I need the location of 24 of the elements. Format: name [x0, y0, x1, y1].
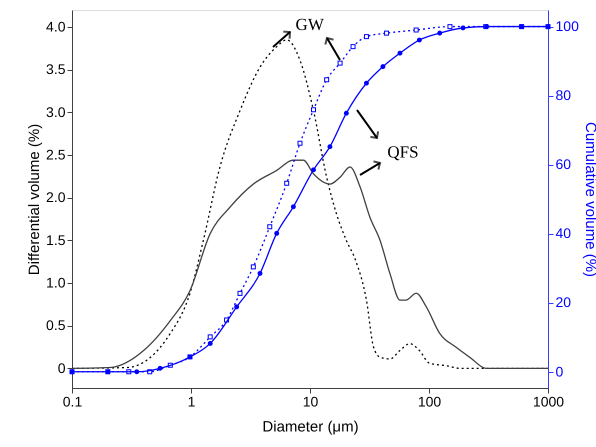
y-tick-label: 1.0 [46, 274, 66, 291]
x-tick-label: 1000 [532, 394, 564, 410]
y-axis-title: Differential volume (%) [26, 124, 44, 276]
x-tick-label: 1 [188, 394, 196, 410]
y2-tick-label: 40 [556, 225, 572, 242]
y-tick-label: 4.0 [46, 18, 66, 35]
annotation: GW [296, 14, 325, 34]
y-tick-label: 2.0 [46, 189, 66, 206]
y-tick-label: 1.5 [46, 232, 66, 248]
x-axis-title: Diameter (μm) [262, 418, 359, 436]
y-tick-label: 3.0 [46, 104, 66, 120]
y2-tick-label: 0 [556, 363, 564, 380]
x-tick-label: 100 [418, 394, 442, 410]
y-tick-label: 3.5 [46, 61, 66, 78]
x-tick-label: 10 [302, 394, 318, 410]
y2-tick-label: 60 [556, 156, 572, 172]
y2-tick-label: 100 [556, 18, 580, 34]
y2-tick-label: 20 [556, 294, 572, 310]
y-tick-label: 0 [58, 360, 66, 376]
y-tick-label: 2.5 [46, 146, 66, 163]
annotation: QFS [387, 142, 419, 162]
y-tick-label: 0.5 [46, 317, 66, 334]
x-tick-label: 0.1 [62, 394, 82, 410]
y2-tick-label: 80 [556, 87, 572, 104]
